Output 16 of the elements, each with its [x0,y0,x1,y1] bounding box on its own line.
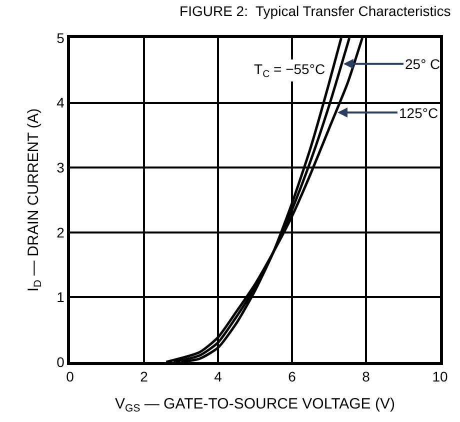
text: 25° C [405,56,440,72]
y-tick-label: 0 [56,354,65,370]
series-label: T$_{C}$ = −55°C [254,61,326,80]
y-tick-label: 1 [56,289,65,306]
y-tick-label: 5 [56,30,65,46]
x-tick-label: 6 [288,368,296,385]
y-tick-label: 2 [56,224,65,240]
x-tick-label: 8 [362,368,370,385]
y-tick-label: 4 [56,94,65,111]
chart-title: FIGURE 2: Typical Transfer Characteristics [180,3,451,20]
x-tick-label: 2 [140,368,148,385]
x-axis-title: V$_{GS}$ — GATE-TO-SOURCE VOLTAGE (V) [115,396,395,415]
y-tick-label: 3 [56,160,65,176]
text: 125°C [399,105,438,121]
x-tick-label: 10 [432,368,448,385]
x-tick-label: 4 [214,368,222,385]
